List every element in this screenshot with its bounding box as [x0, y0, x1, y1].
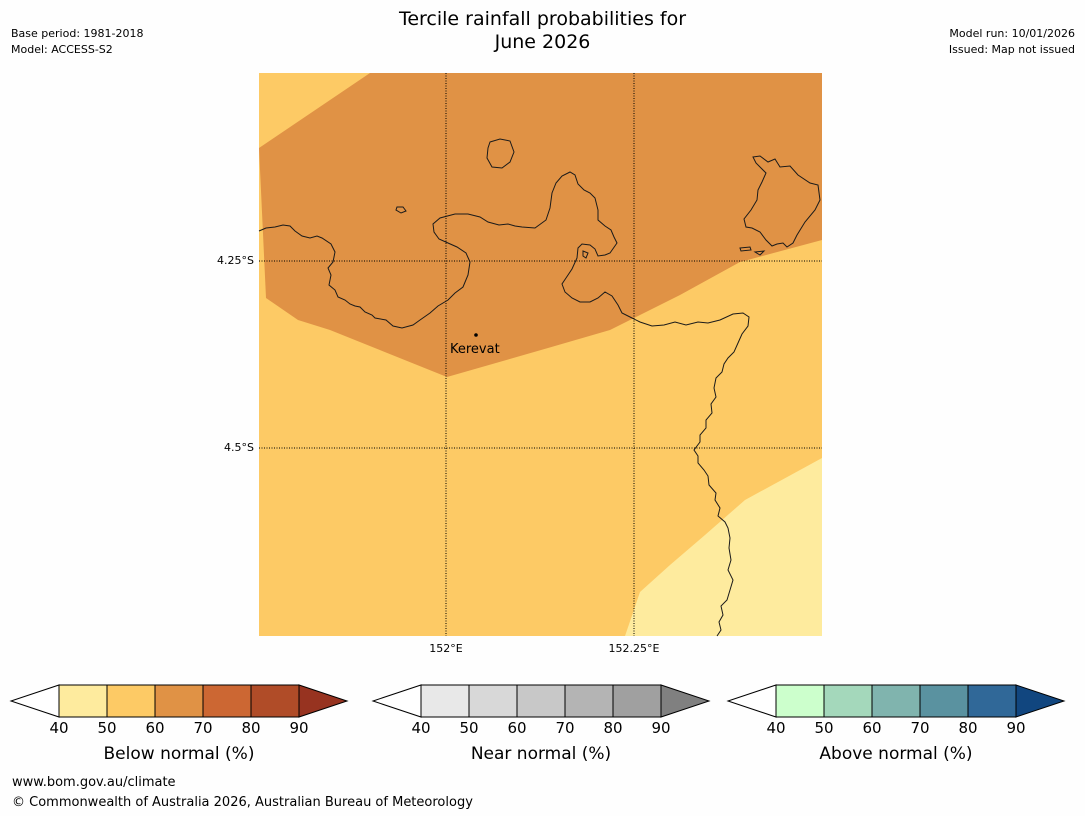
near-normal-label: Near normal (%): [470, 744, 612, 764]
above-tick-50: 50: [814, 719, 834, 737]
near-tick-40: 40: [411, 719, 431, 737]
map-panel[interactable]: [258, 73, 822, 637]
title-line-1: Tercile rainfall probabilities for: [398, 8, 687, 30]
kerevat-location-marker[interactable]: [474, 333, 478, 337]
below-normal-label: Below normal (%): [103, 744, 255, 764]
base-period: Base period: 1981-2018: [11, 27, 144, 40]
footer-copyright: © Commonwealth of Australia 2026, Austra…: [12, 795, 473, 810]
coastline: [258, 138, 821, 637]
below-tick-80: 80: [241, 719, 261, 737]
below-tick-50: 50: [97, 719, 117, 737]
near-tick-60: 60: [507, 719, 527, 737]
near-tick-80: 80: [603, 719, 623, 737]
footer-url[interactable]: www.bom.gov.au/climate: [12, 775, 176, 790]
place-label-kerevat: Kerevat: [450, 342, 500, 357]
model-info: Base period: 1981-2018 Model: ACCESS-S2: [11, 26, 143, 58]
above-tick-40: 40: [766, 719, 786, 737]
near-tick-70: 70: [555, 719, 575, 737]
below-tick-90: 90: [289, 719, 309, 737]
above-tick-80: 80: [958, 719, 978, 737]
model-name: Model: ACCESS-S2: [11, 43, 113, 56]
below-tick-60: 60: [145, 719, 165, 737]
lon-label-152-25e: 152.25°E: [608, 642, 660, 655]
high-probability-region: [259, 73, 822, 377]
lon-label-152e: 152°E: [429, 642, 463, 655]
near-tick-90: 90: [651, 719, 671, 737]
above-tick-70: 70: [910, 719, 930, 737]
above-normal-label: Above normal (%): [819, 744, 973, 764]
map-title: Tercile rainfall probabilities for June …: [0, 8, 1085, 54]
lat-label-4-5s: 4.5°S: [224, 441, 254, 454]
issued-status: Issued: Map not issued: [948, 43, 1075, 56]
above-tick-90: 90: [1006, 719, 1026, 737]
low-probability-region: [625, 458, 822, 636]
model-run: Model run: 10/01/2026: [949, 27, 1075, 40]
below-tick-40: 40: [49, 719, 69, 737]
lat-label-4-25s: 4.25°S: [217, 254, 254, 267]
below-tick-70: 70: [193, 719, 213, 737]
title-line-2: June 2026: [494, 31, 591, 53]
near-tick-50: 50: [459, 719, 479, 737]
run-info: Model run: 10/01/2026 Issued: Map not is…: [949, 26, 1075, 58]
above-tick-60: 60: [862, 719, 882, 737]
